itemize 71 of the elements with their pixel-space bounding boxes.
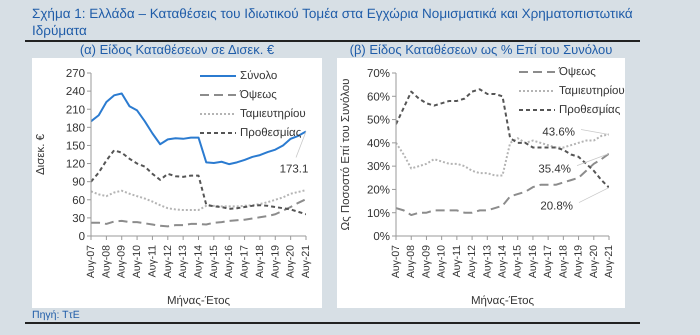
annotation: 173.1 (280, 164, 308, 176)
line-series (396, 152, 609, 216)
line-series (91, 198, 306, 228)
x-tick-label: Αυγ-15 (208, 244, 220, 278)
x-tick-label: Αυγ-12 (466, 244, 478, 278)
chart-subtitle: (β) Είδος Καταθέσεων ως % Επί του Συνόλου (348, 42, 614, 57)
y-axis-title: Δισεκ. € (35, 133, 48, 175)
legend-label: Όψεως (240, 88, 277, 100)
text: Πηγή: ΤτΕ (32, 309, 80, 321)
y-tick-label: 30% (366, 161, 390, 174)
x-tick-label: Αυγ-14 (192, 244, 204, 278)
line-series (91, 189, 306, 212)
y-tick-label: 30 (72, 212, 85, 225)
x-tick-label: Αυγ-21 (603, 244, 615, 278)
x-tick-label: Αυγ-07 (390, 244, 402, 278)
x-tick-label: Αυγ-20 (284, 244, 297, 278)
x-tick-label: Αυγ-08 (100, 244, 112, 278)
x-tick-label: Αυγ-11 (450, 244, 463, 278)
y-tick-label: 120 (66, 158, 85, 171)
x-tick-label: Αυγ-07 (85, 244, 97, 278)
x-tick-label: Αυγ-17 (238, 244, 251, 278)
annotation: 35.4% (538, 164, 571, 176)
y-tick-label: 210 (66, 104, 85, 116)
y-tick-label: 240 (66, 86, 85, 98)
y-tick-label: 180 (66, 122, 85, 134)
x-tick-label: Αυγ-17 (542, 244, 554, 278)
x-axis-title: Μήνας-Έτος (166, 295, 230, 307)
x-tick-label: Αυγ-18 (557, 244, 570, 278)
chart-title: Σχήμα 1: Ελλάδα – Καταθέσεις του Ιδιωτικού Τομέα στα Εγχώρια Νομισματικά και Χρηματοπιστωτικά Ιδρύματα (32, 5, 634, 39)
y-tick-label: 90 (72, 176, 85, 189)
legend-label: Σύνολο (240, 70, 278, 82)
y-tick-label: 40% (366, 138, 390, 150)
x-tick-label: Αυγ-15 (512, 244, 524, 278)
y-tick-label: 20% (366, 184, 390, 197)
x-tick-label: Αυγ-16 (526, 244, 539, 278)
x-tick-label: Αυγ-13 (177, 244, 190, 278)
x-tick-label: Αυγ-14 (496, 244, 508, 278)
x-tick-label: Αυγ-13 (481, 244, 494, 278)
y-tick-label: 70% (366, 68, 390, 80)
legend-label: Ταμιευτηρίου (559, 84, 625, 96)
legend-label: Προθεσμίας (559, 104, 620, 116)
x-tick-label: Αυγ-10 (131, 244, 144, 278)
y-tick-label: 10% (366, 208, 390, 220)
x-tick-label: Αυγ-19 (572, 244, 585, 278)
annotation: 20.8% (540, 200, 573, 213)
y-tick-label: 60% (366, 91, 390, 104)
x-axis-title: Μήνας-Έτος (470, 295, 534, 307)
legend-label: Προθεσμίας (240, 126, 302, 138)
legend-label: Όψεως (559, 66, 596, 78)
x-tick-label: Αυγ-19 (269, 244, 282, 278)
x-tick-label: Αυγ-08 (405, 244, 418, 278)
x-tick-label: Αυγ-12 (162, 244, 174, 278)
x-tick-label: Αυγ-16 (223, 244, 236, 278)
y-tick-label: 0 (78, 231, 85, 244)
x-tick-label: Αυγ-21 (300, 244, 312, 278)
x-tick-label: Αυγ-09 (420, 244, 432, 278)
x-tick-label: Αυγ-10 (436, 244, 448, 278)
legend-label: Ταμιευτηρίου (240, 108, 306, 120)
x-tick-label: Αυγ-20 (588, 244, 600, 278)
y-tick-label: 270 (66, 68, 85, 80)
x-tick-label: Αυγ-11 (146, 244, 158, 278)
y-tick-label: 50% (366, 114, 390, 127)
chart-subtitle: (α) Είδος Καταθέσεων σε Δισεκ. € (78, 42, 276, 57)
x-tick-label: Αυγ-09 (116, 244, 128, 278)
y-axis-title: Ως Ποσοστό Επί του Συνόλου (340, 78, 352, 230)
line-series (91, 149, 306, 216)
annotation: 43.6% (542, 126, 575, 138)
x-tick-label: Αυγ-18 (254, 244, 266, 278)
y-tick-label: 0% (373, 231, 390, 244)
y-tick-label: 150 (66, 140, 85, 153)
y-tick-label: 60 (72, 194, 85, 207)
